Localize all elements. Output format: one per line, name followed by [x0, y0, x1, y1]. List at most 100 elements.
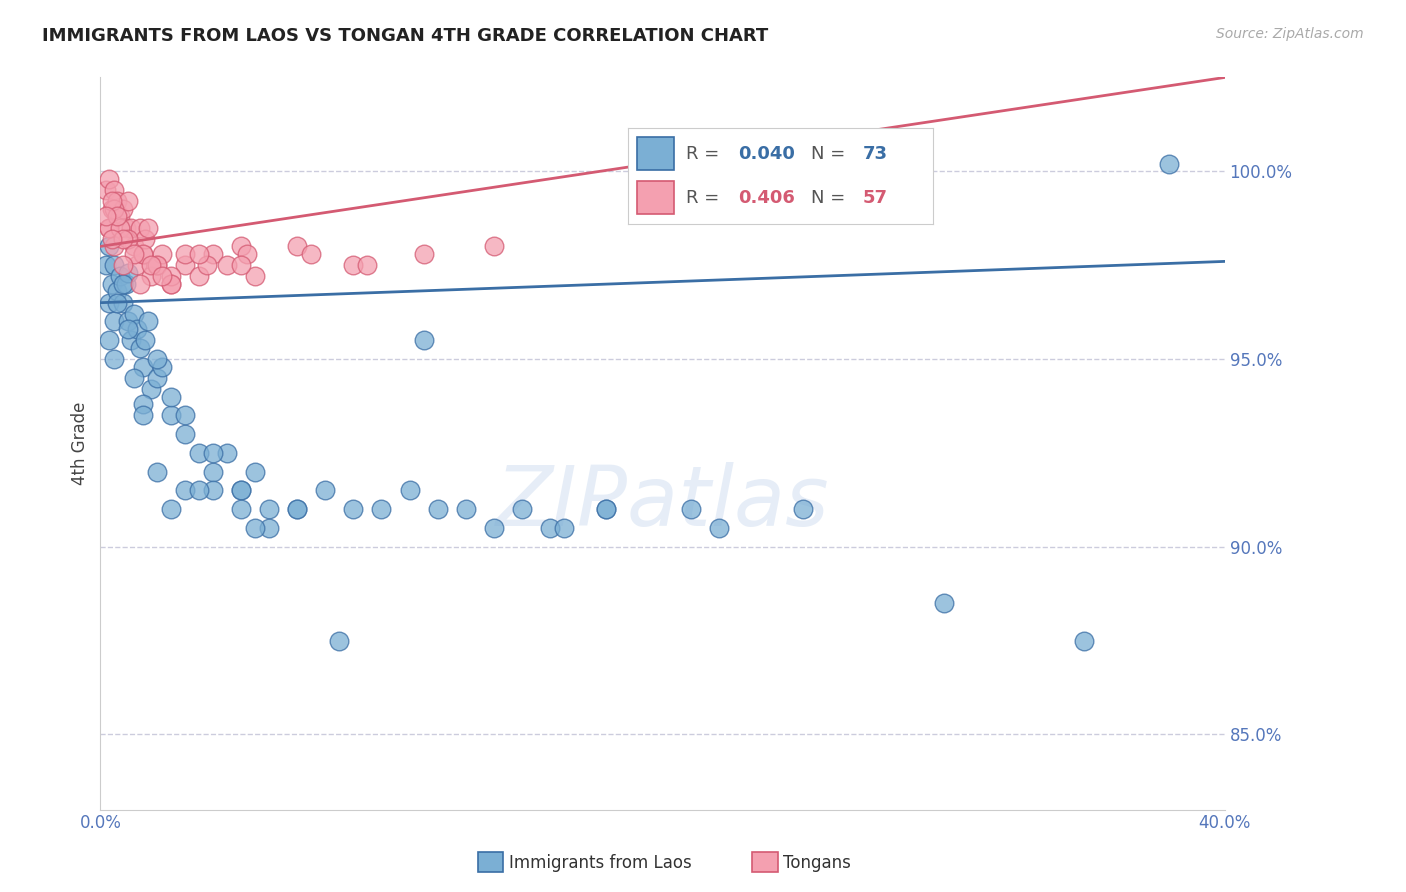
- Point: [145, 371, 167, 385]
- Point: [97, 220, 120, 235]
- Point: [173, 427, 195, 442]
- Point: [117, 232, 139, 246]
- Point: [117, 322, 139, 336]
- Point: [314, 483, 336, 498]
- Text: 57: 57: [863, 189, 887, 207]
- Point: [229, 483, 252, 498]
- Point: [117, 266, 139, 280]
- Point: [370, 502, 392, 516]
- Point: [120, 220, 142, 235]
- Point: [257, 521, 280, 535]
- Y-axis label: 4th Grade: 4th Grade: [72, 401, 89, 485]
- Point: [128, 277, 150, 291]
- Point: [482, 239, 505, 253]
- Point: [792, 502, 814, 516]
- Point: [553, 521, 575, 535]
- Text: Tongans: Tongans: [783, 854, 851, 871]
- Point: [117, 314, 139, 328]
- Point: [105, 210, 128, 224]
- Point: [173, 247, 195, 261]
- Point: [173, 258, 195, 272]
- Text: Source: ZipAtlas.com: Source: ZipAtlas.com: [1216, 27, 1364, 41]
- Point: [131, 359, 153, 374]
- Point: [97, 333, 120, 347]
- Point: [150, 247, 173, 261]
- Point: [108, 210, 131, 224]
- Point: [328, 633, 350, 648]
- Text: 0.406: 0.406: [738, 189, 794, 207]
- Point: [128, 220, 150, 235]
- Point: [108, 269, 131, 284]
- Point: [94, 210, 117, 224]
- Point: [707, 521, 730, 535]
- Point: [131, 397, 153, 411]
- Point: [145, 258, 167, 272]
- Point: [131, 409, 153, 423]
- Text: N =: N =: [811, 145, 851, 162]
- Point: [173, 483, 195, 498]
- Point: [136, 314, 159, 328]
- Text: 0.040: 0.040: [738, 145, 794, 162]
- Point: [134, 232, 156, 246]
- Point: [187, 269, 209, 284]
- Point: [243, 269, 266, 284]
- Point: [145, 351, 167, 366]
- Point: [1073, 633, 1095, 648]
- Point: [187, 446, 209, 460]
- Point: [342, 258, 364, 272]
- Bar: [637, 137, 673, 170]
- Point: [111, 202, 134, 216]
- Point: [229, 258, 252, 272]
- Point: [510, 502, 533, 516]
- Point: [108, 220, 131, 235]
- Point: [145, 465, 167, 479]
- Point: [125, 322, 148, 336]
- Point: [105, 285, 128, 299]
- Point: [412, 333, 434, 347]
- Text: N =: N =: [811, 189, 851, 207]
- Point: [100, 277, 122, 291]
- Text: R =: R =: [686, 189, 725, 207]
- Point: [94, 258, 117, 272]
- Point: [111, 277, 134, 291]
- Point: [285, 239, 308, 253]
- Point: [111, 295, 134, 310]
- Point: [932, 596, 955, 610]
- Point: [139, 382, 162, 396]
- Point: [117, 194, 139, 209]
- Point: [139, 258, 162, 272]
- Point: [538, 521, 561, 535]
- Point: [215, 258, 238, 272]
- Point: [173, 409, 195, 423]
- Point: [482, 521, 505, 535]
- Point: [122, 247, 145, 261]
- Point: [125, 258, 148, 272]
- Point: [595, 502, 617, 516]
- Point: [187, 247, 209, 261]
- Point: [150, 269, 173, 284]
- Point: [114, 220, 136, 235]
- Point: [235, 247, 257, 261]
- Point: [356, 258, 378, 272]
- Point: [111, 258, 134, 272]
- Point: [105, 194, 128, 209]
- Point: [454, 502, 477, 516]
- Point: [103, 239, 125, 253]
- Point: [114, 277, 136, 291]
- Point: [105, 295, 128, 310]
- Text: IMMIGRANTS FROM LAOS VS TONGAN 4TH GRADE CORRELATION CHART: IMMIGRANTS FROM LAOS VS TONGAN 4TH GRADE…: [42, 27, 769, 45]
- Text: Immigrants from Laos: Immigrants from Laos: [509, 854, 692, 871]
- Point: [159, 269, 181, 284]
- Point: [426, 502, 449, 516]
- Bar: [637, 181, 673, 214]
- Point: [159, 502, 181, 516]
- Point: [120, 333, 142, 347]
- Point: [97, 295, 120, 310]
- Point: [243, 521, 266, 535]
- Point: [103, 314, 125, 328]
- Point: [103, 258, 125, 272]
- Point: [257, 502, 280, 516]
- Point: [145, 258, 167, 272]
- Point: [159, 277, 181, 291]
- Point: [595, 502, 617, 516]
